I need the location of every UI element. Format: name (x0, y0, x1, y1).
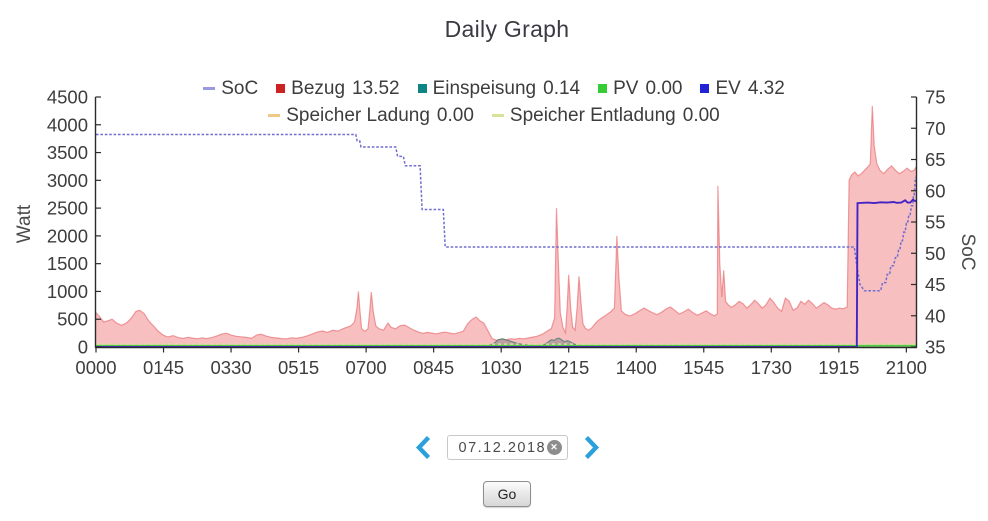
date-navigation: ✕ (13, 433, 988, 462)
y-left-tick-label: 0 (78, 337, 88, 358)
y-right-tick-label: 35 (925, 337, 946, 358)
y-right-tick-label: 50 (925, 243, 946, 264)
clear-date-button[interactable]: ✕ (546, 440, 562, 455)
daily-graph-chart: 0 500 1000 1500 2000 2500 3000 3500 4000 4500 35 40… (14, 87, 978, 379)
einspeisung-edge-line (481, 337, 590, 348)
x-tick-label: 1730 (751, 357, 792, 378)
x-tick-label: 0700 (346, 357, 387, 378)
y-right-tick-label: 75 (925, 87, 946, 108)
bezug-edge-line (95, 105, 917, 341)
y-right-tick-label: 65 (925, 149, 946, 170)
y-left-tick-label: 3000 (47, 170, 88, 191)
einspeisung-area (481, 338, 590, 347)
y-right-tick-label: 60 (925, 180, 946, 201)
y-left-axis-title: Watt (14, 204, 35, 243)
y-left-tick-label: 2000 (47, 225, 88, 246)
y-left-tick-label: 500 (57, 309, 88, 330)
clear-x-icon: ✕ (550, 442, 558, 452)
ev-line (96, 198, 917, 348)
x-tick-label: 0330 (210, 357, 251, 378)
go-button[interactable]: Go (482, 481, 532, 507)
x-tick-label: 0515 (278, 357, 319, 378)
page-title: Daily Graph (444, 16, 570, 42)
x-tick-label: 1215 (548, 357, 589, 378)
y-left-tick-label: 2500 (47, 198, 88, 219)
x-tick-label: 1545 (683, 357, 724, 378)
y-right-tick-label: 70 (925, 118, 946, 139)
x-tick-label: 1915 (818, 357, 859, 378)
chevron-left-icon (415, 435, 430, 460)
x-tick-label: 0145 (143, 357, 184, 378)
y-left-tick-label: 1000 (47, 281, 88, 302)
date-field-box: ✕ (446, 435, 568, 460)
go-row: Go (13, 481, 988, 507)
x-tick-label: 0845 (413, 357, 454, 378)
y-right-tick-label: 55 (925, 212, 946, 233)
y-left-tick-label: 4500 (47, 87, 88, 108)
y-left-tick-label: 3500 (47, 142, 88, 163)
y-right-axis-title: SoC (957, 234, 978, 271)
y-right-tick-label: 45 (925, 274, 946, 295)
y-right-tick-label: 40 (925, 305, 946, 326)
soc-line (96, 133, 917, 292)
x-tick-label: 1400 (616, 357, 657, 378)
bezug-area (96, 105, 916, 348)
y-left-tick-label: 4000 (47, 114, 88, 135)
previous-day-button[interactable] (413, 433, 434, 462)
y-left-tick-label: 1500 (47, 253, 88, 274)
x-tick-label: 0000 (75, 357, 116, 378)
next-day-button[interactable] (581, 433, 602, 462)
x-tick-label: 1030 (481, 357, 522, 378)
x-tick-label: 2100 (886, 357, 927, 378)
chevron-right-icon (584, 435, 599, 460)
date-input[interactable] (456, 438, 547, 457)
